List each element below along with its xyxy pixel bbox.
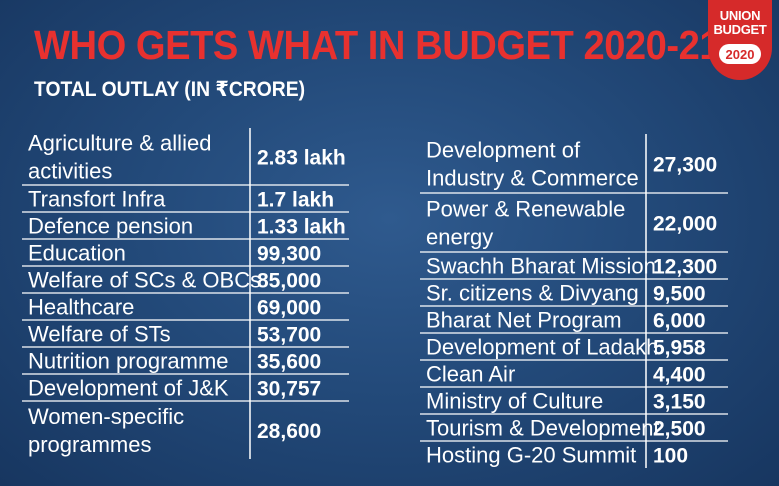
row-value: 1.7 lakh [257,189,334,212]
row-value: 5,958 [653,337,706,360]
table-row: Clean Air 4,400 [420,362,728,388]
row-label: Development of J&K [28,376,229,401]
table-row: Nutrition programme 35,600 [22,349,349,375]
row-label: Clean Air [426,362,515,387]
row-label: programmes [28,432,151,457]
page-subtitle: TOTAL OUTLAY (IN ₹CRORE) [34,78,306,101]
row-value: 22,000 [653,213,717,236]
page-title: WHO GETS WHAT IN BUDGET 2020-21 [34,22,721,68]
row-value: 9,500 [653,283,706,306]
row-label: Welfare of SCs & OBCs [28,268,261,293]
union-budget-badge: UNION BUDGET 2020 [708,0,772,80]
row-value: 3,150 [653,391,706,414]
row-label: Nutrition programme [28,349,229,374]
row-value: 100 [653,445,688,468]
row-label: Sr. citizens & Divyang [426,281,639,306]
row-label: Bharat Net Program [426,308,622,333]
table-row: Power & Renewable energy 22,000 [420,197,728,253]
budget-table-2: Development of Industry & Commerce 27,300 P… [420,134,728,468]
table-row: Ministry of Culture 3,150 [420,389,728,415]
row-value: 2.83 lakh [257,147,346,170]
table-row: Development of Industry & Commerce 27,300 [420,138,728,194]
table-row: Healthcare 69,000 [22,295,349,321]
row-label: Power & Renewable [426,197,625,222]
row-value: 1.33 lakh [257,216,346,239]
row-label: Development of [426,138,581,163]
row-value: 35,600 [257,351,321,374]
row-label: Education [28,241,126,266]
table-row: Bharat Net Program 6,000 [420,308,728,334]
row-value: 85,000 [257,270,321,293]
row-value: 30,757 [257,378,321,401]
table-row: Development of J&K 30,757 [22,376,349,402]
row-label: Tourism & Development [426,416,660,441]
row-label: activities [28,159,112,184]
row-value: 99,300 [257,243,321,266]
table-row: Agriculture & allied activities 2.83 lakh [22,131,349,186]
row-label: Defence pension [28,214,193,239]
row-value: 2,500 [653,418,706,441]
table-row: Sr. citizens & Divyang 9,500 [420,281,728,307]
row-label: Transfort Infra [28,187,166,212]
row-value: 4,400 [653,364,706,387]
table-row: Women-specific programmes 28,600 [28,404,321,457]
row-label: Welfare of STs [28,322,171,347]
row-label: Women-specific [28,404,184,429]
row-label: Swachh Bharat Mission [426,254,656,279]
row-label: Agriculture & allied [28,131,211,156]
row-label: Industry & Commerce [426,166,639,191]
table-row: Defence pension 1.33 lakh [22,214,349,240]
table-row: Transfort Infra 1.7 lakh [22,187,349,213]
row-label: Ministry of Culture [426,389,603,414]
budget-table-1: Agriculture & allied activities 2.83 lakh T… [22,128,349,459]
row-value: 6,000 [653,310,706,333]
badge-year: 2020 [719,44,761,64]
row-value: 27,300 [653,154,717,177]
badge-line-1: UNION [719,8,761,23]
table-row: Education 99,300 [22,241,349,267]
table-row: Welfare of STs 53,700 [22,322,349,348]
row-value: 69,000 [257,297,321,320]
row-value: 53,700 [257,324,321,347]
row-value: 28,600 [257,420,321,443]
row-value: 12,300 [653,256,717,279]
row-label: Hosting G-20 Summit [426,443,636,468]
table-row: Hosting G-20 Summit 100 [426,443,688,468]
row-label: energy [426,225,493,250]
row-label: Healthcare [28,295,134,320]
row-label: Development of Ladakh [426,335,658,360]
badge-line-2: BUDGET [713,22,767,37]
